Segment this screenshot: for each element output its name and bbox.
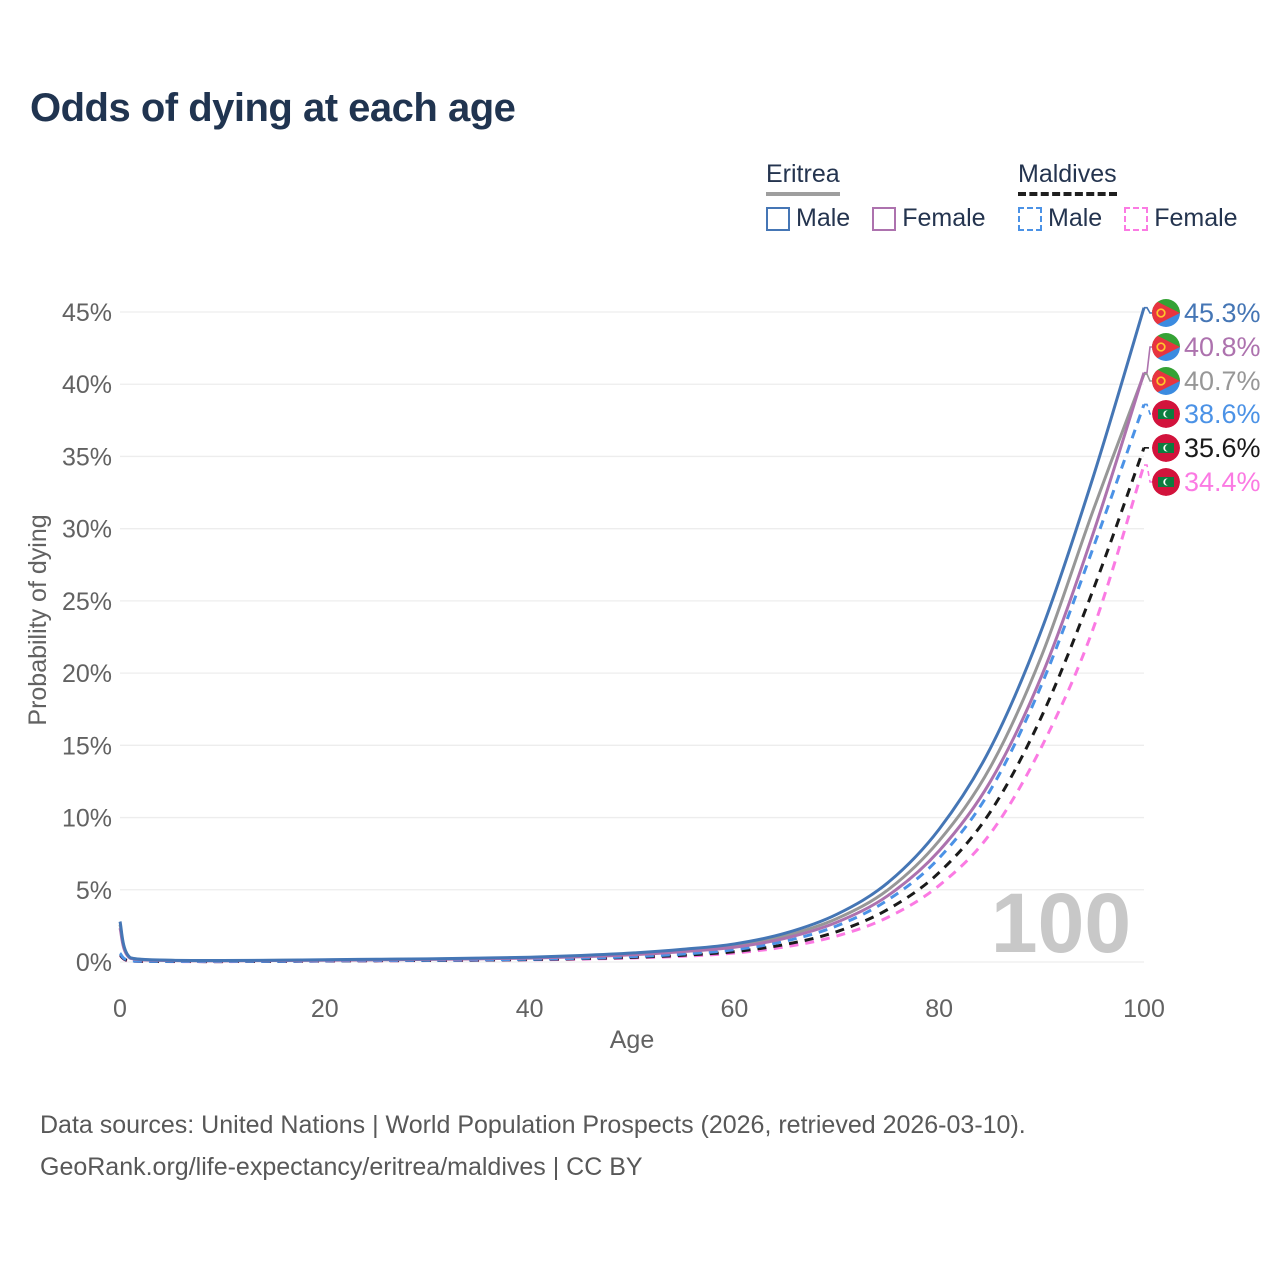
data-source-line1: Data sources: United Nations | World Pop…	[40, 1111, 1026, 1139]
end-label-connector	[1144, 306, 1152, 314]
end-value-label-maldives-male: 38.6%	[1184, 399, 1261, 429]
y-tick-label: 0%	[76, 949, 112, 977]
legend-item-label: Female	[1154, 204, 1238, 232]
legend-group-maldives: Maldives Male Female	[1018, 160, 1238, 233]
y-tick-label: 25%	[62, 588, 112, 616]
maldives-flag-icon	[1152, 400, 1180, 428]
maldives-male-swatch-icon	[1018, 206, 1042, 231]
y-tick-label: 20%	[62, 660, 112, 688]
end-value-label-maldives-both-sexes: 35.6%	[1184, 433, 1261, 463]
maldives-flag-icon	[1152, 468, 1180, 496]
legend-item-maldives-female[interactable]: Female	[1124, 204, 1238, 233]
y-axis-title: Probability of dying	[24, 514, 52, 725]
maldives-flag-icon	[1152, 434, 1180, 462]
y-tick-label: 15%	[62, 732, 112, 760]
legend-group-eritrea: Eritrea Male Female	[766, 160, 986, 233]
legend-country-eritrea: Eritrea	[766, 160, 840, 196]
eritrea-male-swatch-icon	[766, 206, 790, 231]
y-tick-label: 5%	[76, 877, 112, 905]
series-line-eritrea-male	[118, 307, 1146, 963]
series-line-eritrea-both-sexes	[118, 373, 1146, 963]
x-tick-label: 20	[311, 995, 339, 1023]
x-axis-title: Age	[610, 1026, 654, 1054]
legend-item-maldives-male[interactable]: Male	[1018, 204, 1102, 233]
end-value-label-eritrea-both-sexes: 40.7%	[1184, 366, 1261, 396]
legend-item-label: Female	[902, 204, 986, 232]
x-tick-label: 100	[1123, 995, 1165, 1023]
y-tick-label: 40%	[62, 371, 112, 399]
data-source-line2: GeoRank.org/life-expectancy/eritrea/mald…	[40, 1153, 643, 1181]
page-title: Odds of dying at each age	[30, 86, 516, 130]
x-tick-label: 0	[113, 995, 127, 1023]
eritrea-flag-icon	[1152, 299, 1180, 327]
end-label-connector	[1144, 373, 1152, 382]
watermark-age-100: 100	[991, 876, 1131, 970]
x-tick-label: 80	[925, 995, 953, 1023]
end-value-label-eritrea-male: 45.3%	[1184, 298, 1261, 328]
maldives-female-swatch-icon	[1124, 206, 1149, 231]
end-label-connector	[1144, 403, 1152, 415]
legend-item-eritrea-male[interactable]: Male	[766, 204, 850, 233]
y-tick-label: 45%	[62, 299, 112, 327]
data-source-note: Data sources: United Nations | World Pop…	[40, 1104, 1026, 1188]
end-label-connector	[1144, 464, 1152, 483]
y-tick-label: 30%	[62, 516, 112, 544]
end-label-connector	[1144, 346, 1152, 374]
y-tick-label: 35%	[62, 443, 112, 471]
legend-item-label: Male	[796, 204, 851, 232]
x-tick-label: 40	[516, 995, 544, 1023]
eritrea-female-swatch-icon	[872, 206, 897, 231]
legend-item-eritrea-female[interactable]: Female	[872, 204, 986, 233]
series-line-eritrea-female	[118, 372, 1146, 963]
end-value-label-maldives-female: 34.4%	[1184, 467, 1261, 497]
legend-item-label: Male	[1048, 204, 1103, 232]
legend-country-maldives: Maldives	[1018, 160, 1117, 196]
eritrea-flag-icon	[1152, 367, 1180, 395]
x-tick-label: 60	[720, 995, 748, 1023]
y-tick-label: 10%	[62, 805, 112, 833]
end-value-label-eritrea-female: 40.8%	[1184, 332, 1261, 362]
eritrea-flag-icon	[1152, 333, 1180, 361]
